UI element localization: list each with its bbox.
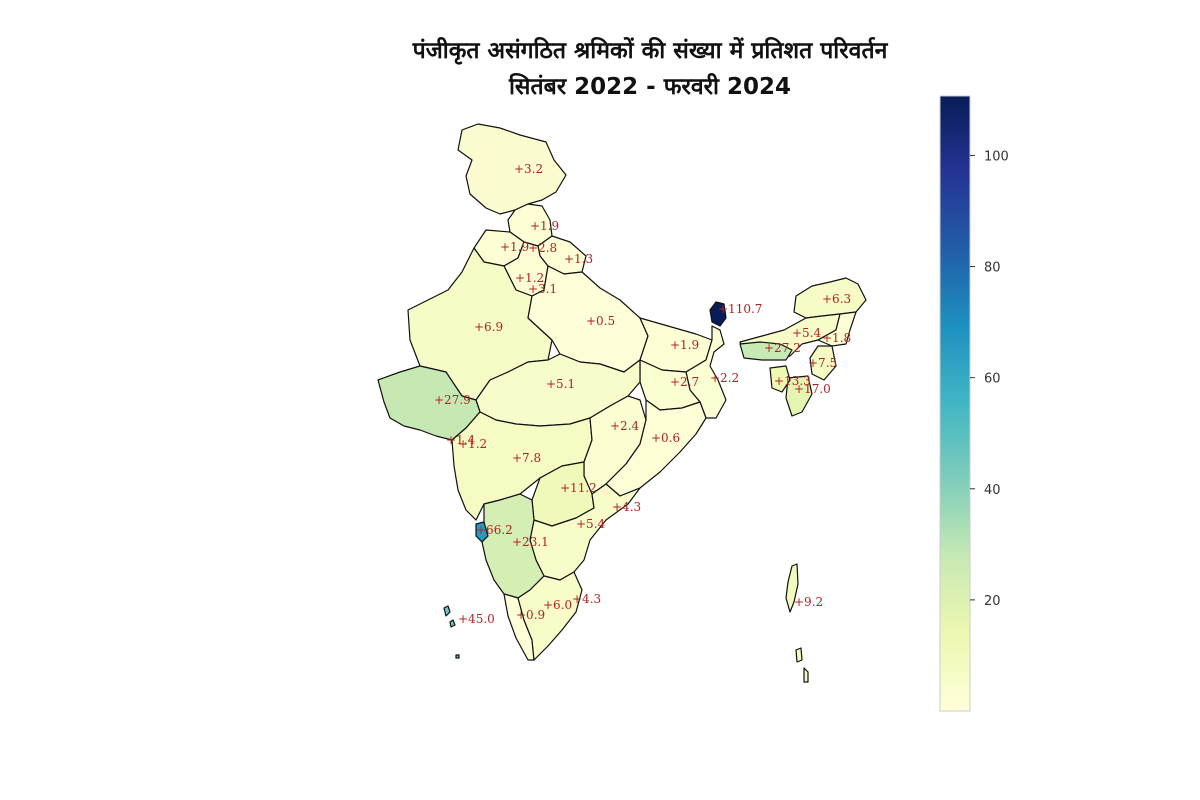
region-lakshadweep	[443, 605, 460, 659]
label-telangana: +11.2	[560, 481, 597, 495]
label-daman-and-diu: +1.4	[446, 433, 476, 447]
label-arunachal-pradesh: +6.3	[822, 292, 851, 306]
region-jammu-and-kashmir	[457, 123, 567, 215]
region-mizoram	[785, 375, 813, 417]
label-uttar-pradesh: +0.5	[586, 314, 615, 328]
label-jammu-and-kashmir: +3.2	[514, 162, 543, 176]
region-tamil-nadu	[517, 571, 583, 661]
label-sikkim: +110.7	[718, 302, 762, 316]
label-andhra-pradesh: +5.4	[576, 517, 606, 531]
colorbar-tick-label: 80	[984, 261, 1001, 276]
region-sikkim	[709, 301, 727, 327]
colorbar-ticks: 20 40 60 80 100	[970, 149, 1009, 609]
label-chhattisgarh: +2.4	[610, 419, 640, 433]
region-nagaland	[817, 311, 857, 347]
region-andaman-and-nicobar	[785, 563, 809, 683]
region-odisha	[605, 399, 707, 497]
label-bihar: +1.9	[670, 338, 699, 352]
region-west-bengal	[685, 325, 727, 419]
label-rajasthan: +6.9	[474, 320, 503, 334]
label-west-bengal: +2.2	[710, 371, 739, 385]
label-manipur: +7.5	[808, 356, 837, 370]
map-title-line2: सितंबर 2022 - फरवरी 2024	[508, 74, 792, 100]
label-odisha: +0.6	[651, 431, 680, 445]
label-lakshadweep: +45.0	[458, 612, 495, 626]
label-himachal-pradesh: +1.9	[530, 219, 559, 233]
colorbar: 20 40 60 80 100	[939, 95, 1009, 712]
colorbar-tick-label: 40	[984, 483, 1001, 498]
label-karnataka: +23.1	[512, 535, 549, 549]
label-assam: +5.4	[792, 326, 822, 340]
colorbar-gradient	[939, 95, 971, 712]
colorbar-tick-label: 100	[984, 149, 1009, 164]
label-haryana: +1.2	[515, 271, 544, 285]
region-value-labels: +3.2 +1.9 +1.9 +2.8 +1.3 +1.2 +3.1 +6.9 …	[434, 162, 851, 626]
label-mizoram: +17.0	[794, 382, 831, 396]
region-manipur	[809, 345, 837, 381]
label-tripura: +13.3	[774, 374, 811, 388]
region-arunachal-pradesh	[793, 277, 867, 319]
label-kerala: +0.9	[516, 608, 545, 622]
label-andaman-and-nicobar: +9.2	[794, 595, 823, 609]
label-chandigarh: +2.8	[528, 241, 557, 255]
label-meghalaya: +27.2	[764, 341, 801, 355]
label-uttarakhand: +1.3	[564, 252, 593, 266]
label-nagaland: +1.8	[822, 331, 851, 345]
label-punjab: +1.9	[500, 240, 529, 254]
label-madhya-pradesh: +5.1	[546, 377, 575, 391]
region-tripura	[769, 365, 791, 393]
colorbar-tick-label: 20	[984, 594, 1001, 609]
label-yanam: +4.3	[612, 500, 641, 514]
colorbar-tick-label: 60	[984, 372, 1001, 387]
map-title-line1: पंजीकृत असंगठित श्रमिकों की संख्या में प…	[412, 38, 888, 64]
label-jharkhand: +2.7	[670, 375, 699, 389]
label-delhi: +3.1	[528, 282, 557, 296]
label-goa: +66.2	[476, 523, 513, 537]
label-puducherry: +4.3	[572, 592, 601, 606]
label-maharashtra: +7.8	[512, 451, 541, 465]
india-choropleth-map	[377, 123, 867, 683]
region-meghalaya	[739, 341, 793, 361]
label-gujarat: +27.9	[434, 393, 471, 407]
label-tamil-nadu: +6.0	[543, 598, 572, 612]
label-dadra-and-nagar-haveli: +1.2	[458, 437, 487, 451]
